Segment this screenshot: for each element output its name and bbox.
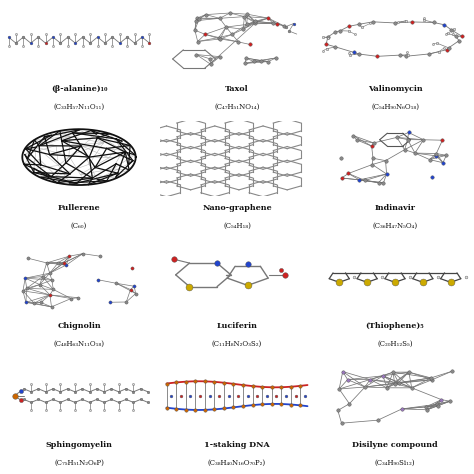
Text: (C₂₀H₁₂S₅): (C₂₀H₁₂S₅)	[377, 340, 413, 348]
Text: (C₄₈H₆₃N₁₁O₁₈): (C₄₈H₆₃N₁₁O₁₈)	[54, 340, 104, 348]
Text: Chignolin: Chignolin	[57, 322, 101, 330]
Text: 1-staking DNA: 1-staking DNA	[204, 441, 270, 449]
Text: Fullerene: Fullerene	[58, 204, 100, 212]
Text: (C₁₁H₈N₂O₃S₂): (C₁₁H₈N₂O₃S₂)	[212, 340, 262, 348]
Text: (Thiophene)₅: (Thiophene)₅	[365, 322, 424, 330]
Text: (C₆₀): (C₆₀)	[71, 222, 87, 229]
Text: (C₄₇H₅₁NO₁₄): (C₄₇H₅₁NO₁₄)	[214, 103, 260, 111]
Text: (β-alanine)₁₀: (β-alanine)₁₀	[51, 85, 107, 93]
Text: Taxol: Taxol	[225, 85, 249, 93]
Text: (C₅₄H₁₈): (C₅₄H₁₈)	[223, 222, 251, 229]
Text: Sphingomyelin: Sphingomyelin	[46, 441, 112, 449]
Text: (C₃₄H₉₀Si₁₂): (C₃₄H₉₀Si₁₂)	[375, 459, 415, 466]
Text: Valinomycin: Valinomycin	[368, 85, 422, 93]
Text: (C₇₅H₅₁N₂O₆P): (C₇₅H₅₁N₂O₆P)	[54, 459, 104, 466]
Text: (C₅₄H₉₀N₆O₁₈): (C₅₄H₉₀N₆O₁₈)	[371, 103, 419, 111]
Text: Luciferin: Luciferin	[217, 322, 257, 330]
Text: Indinavir: Indinavir	[374, 204, 416, 212]
Text: Nano-graphene: Nano-graphene	[202, 204, 272, 212]
Text: (C₃₃H₅₇N₁₁O₁₁): (C₃₃H₅₇N₁₁O₁₁)	[54, 103, 105, 111]
Text: (C₃₆H₄₇N₅O₄): (C₃₆H₄₇N₅O₄)	[373, 222, 418, 229]
Text: Disilyne compound: Disilyne compound	[352, 441, 438, 449]
Text: (C₃₈H₄₀N₁₆O₇₀P₂): (C₃₈H₄₀N₁₆O₇₀P₂)	[208, 459, 266, 466]
